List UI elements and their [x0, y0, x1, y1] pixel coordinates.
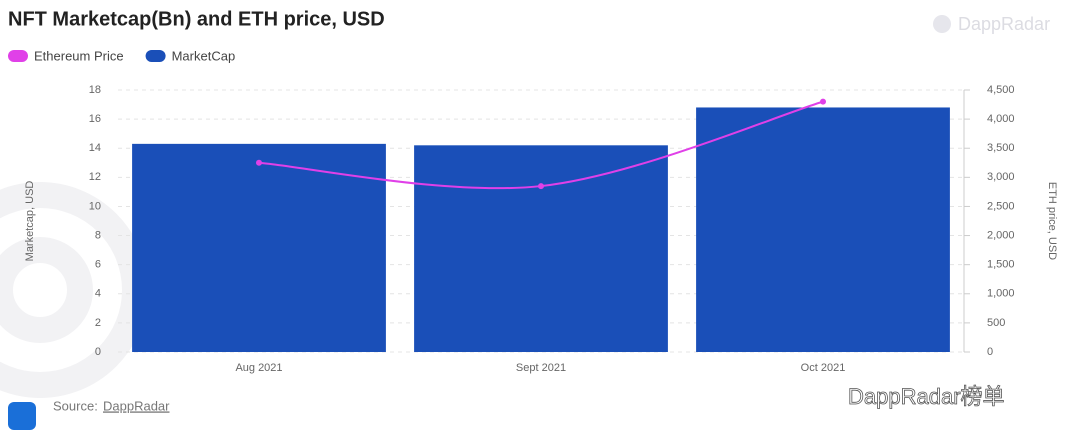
y2-tick-label: 4,000 [987, 113, 1015, 125]
y-tick-label: 10 [89, 200, 101, 212]
y2-tick-label: 4,500 [987, 84, 1015, 96]
chart-title: NFT Marketcap(Bn) and ETH price, USD [8, 8, 385, 30]
y-tick-label: 8 [95, 229, 101, 241]
source-icon [8, 402, 36, 430]
bar [132, 143, 386, 352]
y-tick-label: 16 [89, 113, 101, 125]
y-tick-label: 0 [95, 346, 101, 358]
background-logo [0, 182, 148, 398]
x-tick-label: Aug 2021 [235, 362, 282, 374]
y2-tick-label: 500 [987, 317, 1005, 329]
y2-tick-label: 3,000 [987, 171, 1015, 183]
y-tick-label: 14 [89, 142, 101, 154]
y-tick-label: 2 [95, 317, 101, 329]
legend-swatch [8, 50, 28, 62]
x-tick-label: Sept 2021 [516, 362, 566, 374]
legend-swatch [145, 50, 166, 62]
bar [696, 107, 950, 352]
y-axis-label: Marketcap, USD [24, 181, 36, 262]
legend-label: Ethereum Price [34, 48, 124, 63]
line-point [820, 98, 826, 105]
corner-mark: DappRadar榜单 [848, 384, 1005, 409]
source-link[interactable]: DappRadar [103, 398, 170, 413]
y2-tick-label: 0 [987, 346, 993, 358]
y2-tick-label: 1,500 [987, 259, 1015, 271]
y-tick-label: 12 [89, 171, 101, 183]
bar [414, 145, 668, 352]
legend-label: MarketCap [172, 48, 236, 63]
x-tick-label: Oct 2021 [801, 362, 846, 374]
line-point [256, 159, 262, 166]
y-tick-label: 4 [95, 288, 101, 300]
y2-tick-label: 1,000 [987, 288, 1015, 300]
y2-tick-label: 2,500 [987, 200, 1015, 212]
watermark: DappRadar [958, 14, 1050, 34]
y-tick-label: 6 [95, 259, 101, 271]
source-label: Source: [53, 398, 98, 413]
y-tick-label: 18 [89, 84, 101, 96]
line-point [538, 183, 544, 190]
y2-axis-label: ETH price, USD [1046, 182, 1058, 260]
watermark-icon [933, 15, 951, 33]
y2-tick-label: 3,500 [987, 142, 1015, 154]
y2-tick-label: 2,000 [987, 229, 1015, 241]
